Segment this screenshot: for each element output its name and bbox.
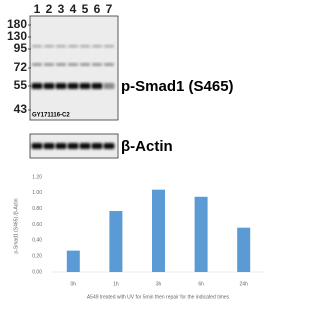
actin-band: [56, 143, 67, 149]
control-label: β-Actin: [121, 138, 173, 155]
band: [80, 63, 90, 66]
lane-number: 6: [94, 2, 101, 16]
actin-band: [44, 143, 55, 149]
y-tick-label: 1.00: [32, 190, 42, 196]
band: [92, 45, 102, 48]
band: [56, 83, 67, 89]
y-tick-label: 1.20: [32, 174, 42, 180]
actin-band: [92, 143, 103, 149]
blot-membrane: [30, 16, 118, 120]
x-tick-label: 1h: [113, 281, 119, 287]
band: [92, 63, 102, 66]
band: [104, 45, 114, 48]
actin-band: [68, 143, 79, 149]
lane-number: 3: [58, 2, 65, 16]
band: [68, 45, 78, 48]
band: [92, 83, 103, 89]
x-tick-label: 3h: [156, 281, 162, 287]
actin-band: [32, 143, 43, 149]
lane-number: 2: [46, 2, 53, 16]
bar: [67, 251, 80, 272]
bar: [109, 211, 122, 272]
y-tick-label: 0.40: [32, 238, 42, 244]
mw-marker: 72: [14, 60, 28, 74]
mw-marker: 43: [14, 102, 28, 116]
band: [104, 63, 114, 66]
band: [44, 83, 55, 89]
x-axis-label: A549 treated with UV for 5min then repai…: [87, 294, 230, 300]
band: [68, 63, 78, 66]
band: [44, 45, 54, 48]
band: [32, 45, 42, 48]
bar: [195, 197, 208, 272]
band: [80, 45, 90, 48]
lane-number: 4: [70, 2, 77, 16]
target-label: p-Smad1 (S465): [121, 78, 234, 95]
mw-marker: 55: [14, 78, 28, 92]
lane-number: 5: [82, 2, 89, 16]
band: [32, 83, 43, 89]
figure: GY171116-C2 p-Smad1 (S465) β-Actin p-Sma…: [0, 0, 269, 327]
band: [104, 83, 115, 89]
y-tick-label: 0.60: [32, 222, 42, 228]
x-tick-label: 24h: [240, 281, 249, 287]
band: [80, 83, 91, 89]
bar: [152, 190, 165, 272]
y-tick-label: 0.80: [32, 206, 42, 212]
lane-number: 7: [106, 2, 113, 16]
band: [56, 45, 66, 48]
band: [44, 63, 54, 66]
x-tick-label: 6h: [198, 281, 204, 287]
clone-label: GY171116-C2: [32, 113, 70, 119]
actin-band: [104, 143, 115, 149]
bar: [237, 228, 250, 272]
x-tick-label: 0h: [71, 281, 77, 287]
mw-marker: 95: [14, 41, 28, 55]
y-axis-label: p-Smad1 (S465) /β-Actin: [13, 198, 19, 253]
band: [32, 63, 42, 66]
lane-number: 1: [34, 2, 41, 16]
band: [68, 83, 79, 89]
y-tick-label: 0.20: [32, 253, 42, 259]
band: [56, 63, 66, 66]
actin-band: [80, 143, 91, 149]
y-tick-label: 0.00: [32, 269, 42, 275]
